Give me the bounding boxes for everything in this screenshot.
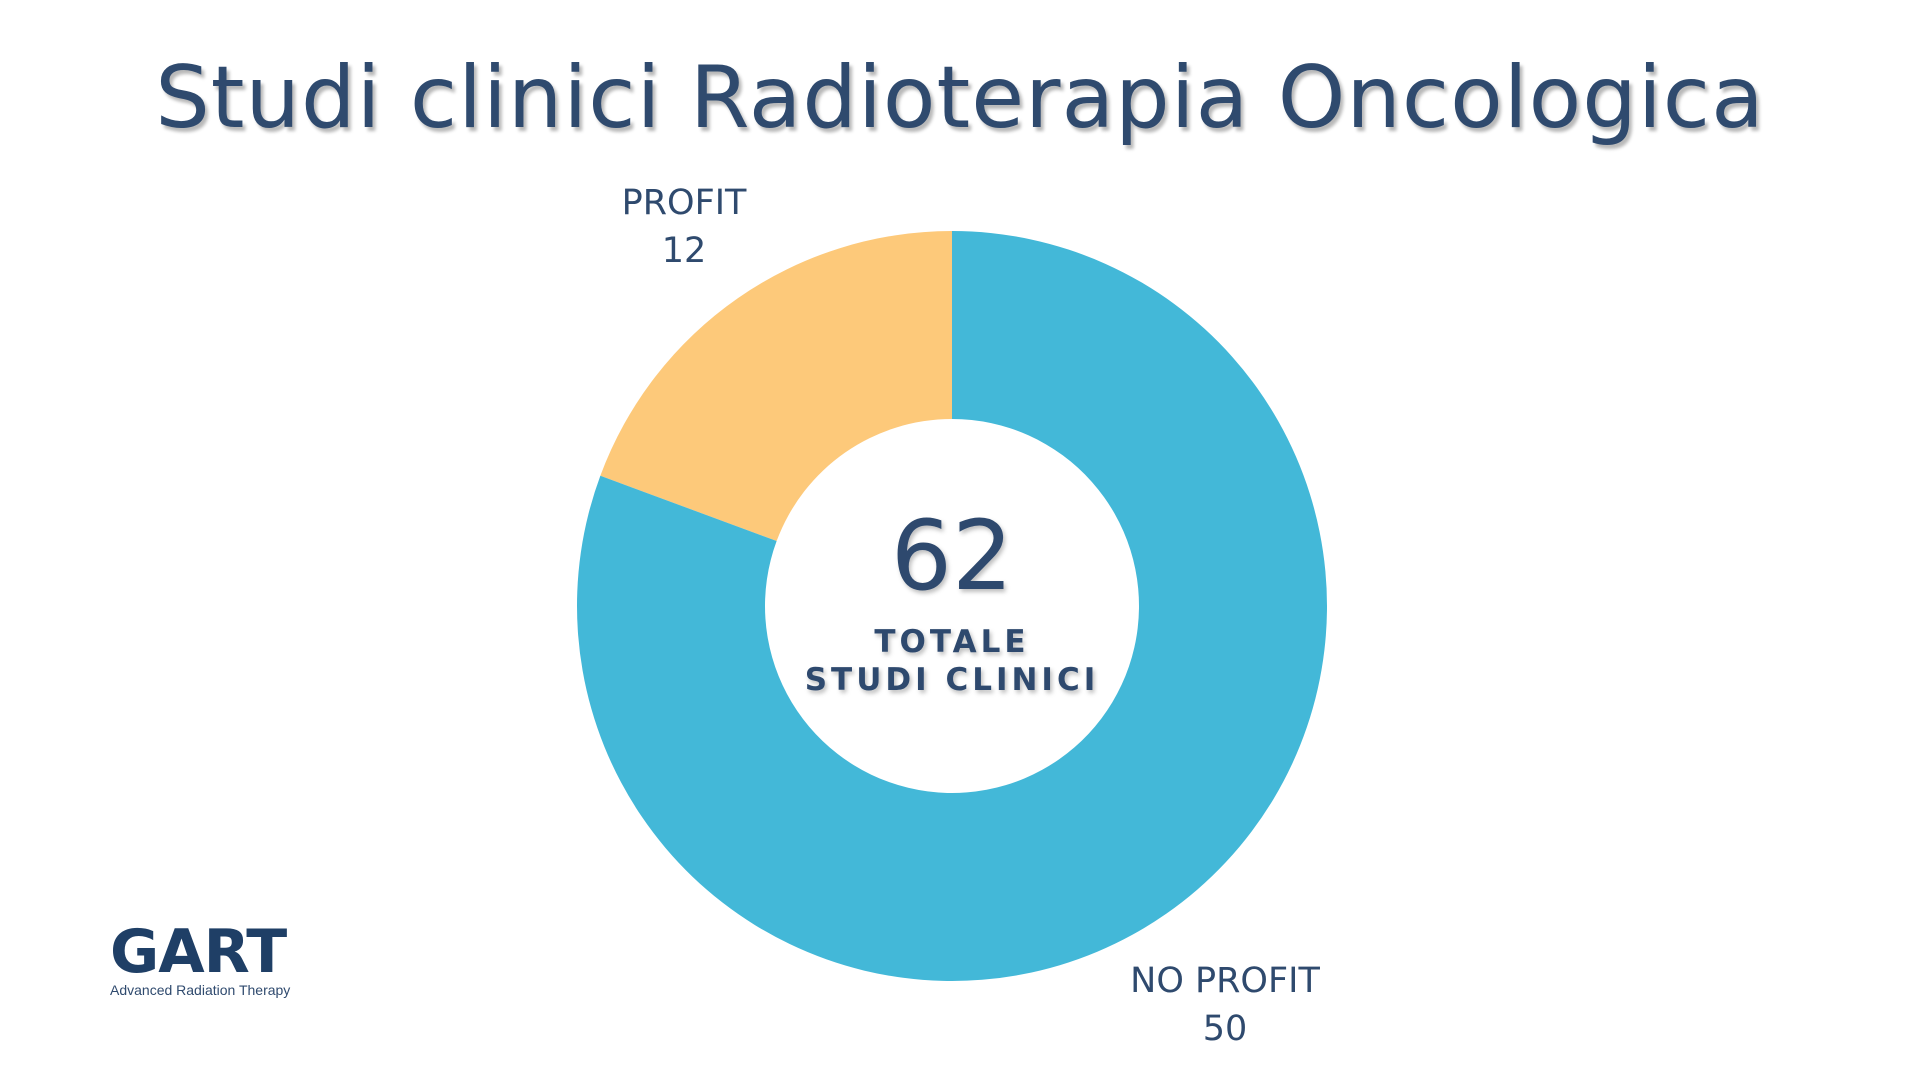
donut-slices [577,231,1327,981]
label-profit: PROFIT [622,183,747,223]
gart-logo: GART Advanced Radiation Therapy [110,922,310,998]
logo-subtitle: Advanced Radiation Therapy [110,982,291,998]
center-caption-line1: TOTALE [874,624,1029,660]
slice-no-profit [577,231,1327,981]
logo-wordmark: GART [110,917,287,987]
value-no-profit: 50 [1203,1009,1248,1049]
page-title: Studi clinici Radioterapia Oncologica [155,48,1765,148]
slice-profit [600,231,952,542]
center-total-value: 62 [891,500,1013,612]
label-no-profit: NO PROFIT [1130,961,1320,1001]
value-profit: 12 [662,231,707,271]
slice-labels: PROFIT 12 NO PROFIT 50 [622,183,1321,1049]
center-caption-line2: STUDI CLINICI [805,662,1100,698]
